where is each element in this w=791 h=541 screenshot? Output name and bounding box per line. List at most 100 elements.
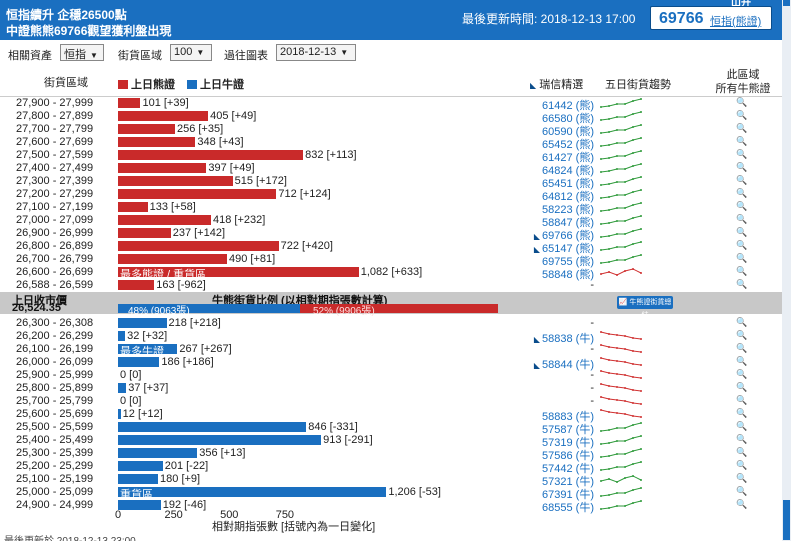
bank-warrant-link[interactable]: 65451 (熊): [520, 175, 594, 191]
date-select[interactable]: 2018-12-13 ▼: [276, 44, 356, 61]
magnifier-icon[interactable]: 🔍: [736, 175, 748, 185]
magnifier-icon[interactable]: 🔍: [736, 188, 748, 198]
featured-warrant-box[interactable]: 69766 恒指(熊證): [650, 6, 772, 30]
bull-bar[interactable]: [118, 318, 167, 328]
magnifier-icon[interactable]: 🔍: [736, 317, 748, 327]
bank-warrant-link[interactable]: 61427 (熊): [520, 149, 594, 165]
bull-bar[interactable]: [118, 357, 160, 367]
magnifier-icon[interactable]: 🔍: [736, 434, 748, 444]
bull-bar[interactable]: [118, 409, 121, 419]
bank-warrant-code: 58844 (牛): [542, 359, 594, 371]
bank-warrant-link[interactable]: 69755 (熊): [520, 253, 594, 269]
bear-bar[interactable]: [118, 124, 175, 134]
bear-bar[interactable]: [118, 111, 209, 121]
bank-warrant-link[interactable]: 58223 (熊): [520, 201, 594, 217]
bank-warrant-link[interactable]: 58847 (熊): [520, 214, 594, 230]
trend-sparkline: [600, 215, 642, 225]
bear-bar[interactable]: [118, 163, 207, 173]
magnifier-icon[interactable]: 🔍: [736, 343, 748, 353]
magnifier-icon[interactable]: 🔍: [736, 214, 748, 224]
magnifier-icon[interactable]: 🔍: [736, 110, 748, 120]
magnifier-icon[interactable]: 🔍: [736, 240, 748, 250]
bull-bar[interactable]: [118, 383, 127, 393]
bull-bar[interactable]: [118, 500, 161, 510]
magnifier-icon[interactable]: 🔍: [736, 227, 748, 237]
bear-bar[interactable]: [118, 215, 211, 225]
magnifier-icon[interactable]: 🔍: [736, 330, 748, 340]
bear-bar[interactable]: [118, 254, 228, 264]
bank-warrant-link[interactable]: 58848 (熊): [520, 266, 594, 282]
bank-warrant-link[interactable]: 57587 (牛): [520, 421, 594, 437]
bear-bar[interactable]: [118, 241, 279, 251]
bull-bar[interactable]: 最多牛證: [118, 344, 178, 358]
col-this-area-line1: 此區域: [726, 69, 760, 81]
magnifier-icon[interactable]: 🔍: [736, 499, 748, 509]
bank-warrant-link[interactable]: 65452 (熊): [520, 136, 594, 152]
bank-warrant-link[interactable]: 57586 (牛): [520, 447, 594, 463]
bull-bar[interactable]: [118, 448, 198, 458]
magnifier-icon[interactable]: 🔍: [736, 460, 748, 470]
bank-warrant-link[interactable]: ◣ 58844 (牛): [520, 356, 594, 372]
bank-warrant-link[interactable]: 64812 (熊): [520, 188, 594, 204]
bear-bar[interactable]: [118, 176, 233, 186]
headline-1[interactable]: 恒指續升 企穩26500點: [6, 8, 127, 22]
magnifier-icon[interactable]: 🔍: [736, 149, 748, 159]
magnifier-icon[interactable]: 🔍: [736, 201, 748, 211]
magnifier-icon[interactable]: 🔍: [736, 395, 748, 405]
featured-warrant-number[interactable]: 69766: [659, 10, 704, 27]
bull-bar[interactable]: [118, 422, 307, 432]
bull-bar[interactable]: 重貨區: [118, 487, 387, 501]
bank-warrant-link[interactable]: 67391 (牛): [520, 486, 594, 502]
bank-warrant-link[interactable]: 60590 (熊): [520, 123, 594, 139]
magnifier-icon[interactable]: 🔍: [736, 421, 748, 431]
magnifier-icon[interactable]: 🔍: [736, 382, 748, 392]
magnifier-icon[interactable]: 🔍: [736, 97, 748, 107]
magnifier-icon[interactable]: 🔍: [736, 473, 748, 483]
featured-index-link[interactable]: 恒指(熊證): [710, 16, 762, 28]
bear-bar[interactable]: [118, 137, 196, 147]
bank-warrant-link[interactable]: 57319 (牛): [520, 434, 594, 450]
bank-warrant-link[interactable]: ◣ 58838 (牛): [520, 330, 594, 346]
magnifier-icon[interactable]: 🔍: [736, 447, 748, 457]
bear-bar[interactable]: [118, 150, 304, 160]
bear-bar[interactable]: 最多熊證 / 重貨區: [118, 267, 359, 281]
bear-bar[interactable]: [118, 189, 277, 199]
scroll-thumb[interactable]: [783, 500, 790, 540]
magnifier-icon[interactable]: 🔍: [736, 162, 748, 172]
range-select[interactable]: 100 ▼: [170, 44, 212, 61]
page-scrollbar[interactable]: [782, 0, 791, 541]
magnifier-icon[interactable]: 🔍: [736, 279, 748, 289]
row-range: 27,700 - 27,799: [16, 123, 94, 135]
bear-bar[interactable]: [118, 98, 141, 108]
bank-warrant-link[interactable]: 57321 (牛): [520, 473, 594, 489]
bear-bar[interactable]: [118, 202, 148, 212]
bank-warrant-link[interactable]: ◣ 65147 (熊): [520, 240, 594, 256]
ratio-bar: 48% (9063張) 52% (9906張): [118, 304, 498, 317]
summary-button[interactable]: 📈 牛熊證街貨總結: [617, 296, 673, 319]
bear-bar[interactable]: [118, 280, 155, 290]
bear-bar[interactable]: [118, 228, 171, 238]
trend-sparkline: [600, 189, 642, 199]
magnifier-icon[interactable]: 🔍: [736, 486, 748, 496]
magnifier-icon[interactable]: 🔍: [736, 136, 748, 146]
magnifier-icon[interactable]: 🔍: [736, 266, 748, 276]
bank-warrant-link[interactable]: 57442 (牛): [520, 460, 594, 476]
bank-warrant-link[interactable]: 61442 (熊): [520, 97, 594, 113]
bank-warrant-link[interactable]: ◣ 69766 (熊): [520, 227, 594, 243]
bull-bar[interactable]: [118, 474, 159, 484]
magnifier-icon[interactable]: 🔍: [736, 356, 748, 366]
bank-warrant-link[interactable]: 58883 (牛): [520, 408, 594, 424]
bull-bar[interactable]: [118, 435, 322, 445]
magnifier-icon[interactable]: 🔍: [736, 408, 748, 418]
headline-2[interactable]: 中證熊熊69766觀望獲利盤出現: [6, 24, 172, 38]
bull-bar[interactable]: [118, 461, 163, 471]
magnifier-icon[interactable]: 🔍: [736, 369, 748, 379]
asset-select[interactable]: 恒指 ▼: [60, 44, 104, 61]
bank-warrant-link[interactable]: 64824 (熊): [520, 162, 594, 178]
bank-warrant-link[interactable]: 68555 (牛): [520, 499, 594, 515]
bull-bar[interactable]: [118, 331, 126, 341]
magnifier-icon[interactable]: 🔍: [736, 123, 748, 133]
bank-warrant-link[interactable]: 66580 (熊): [520, 110, 594, 126]
magnifier-icon[interactable]: 🔍: [736, 253, 748, 263]
table-row: 27,100 - 27,199 133 [+58] 58223 (熊) 🔍: [0, 201, 782, 217]
